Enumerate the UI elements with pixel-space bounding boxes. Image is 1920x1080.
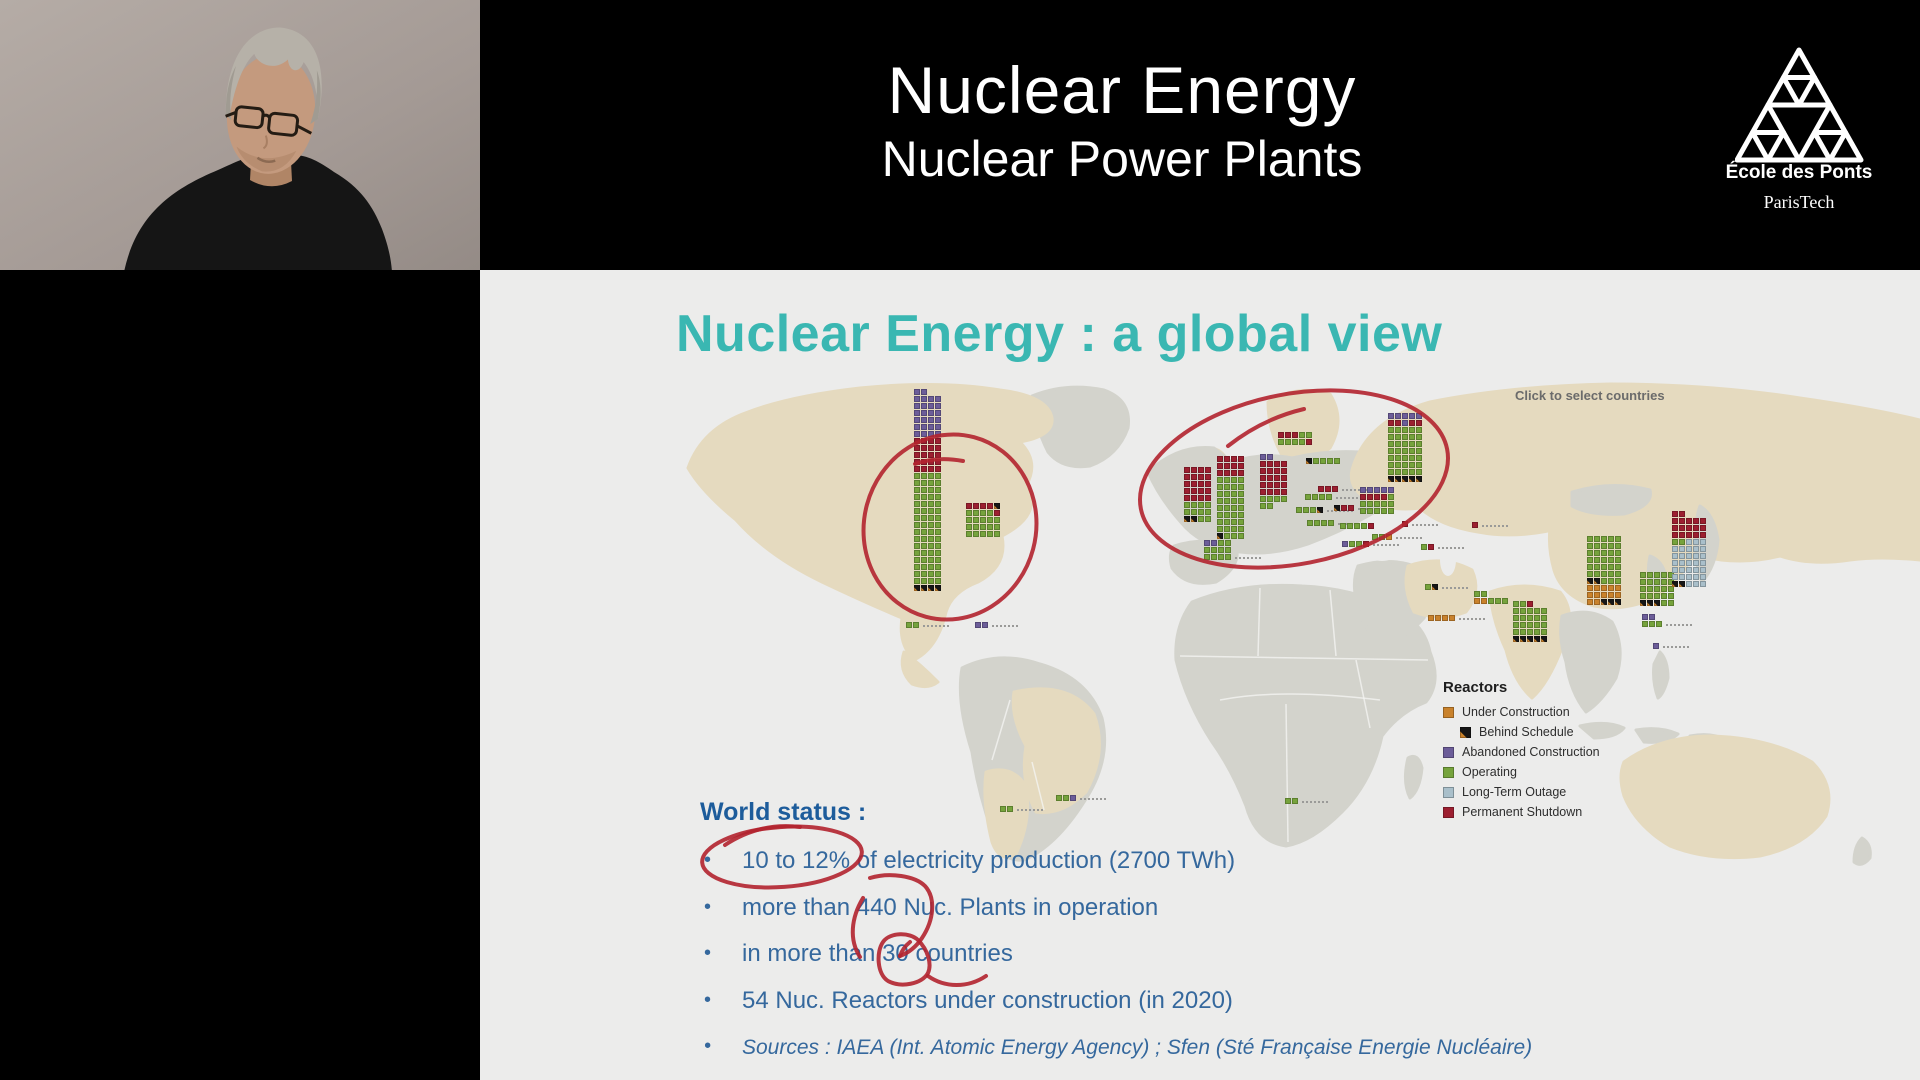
legend-item-permanent-shutdown: Permanent Shutdown <box>1443 802 1600 822</box>
status-bullet-1: • 10 to 12% of electricity production (27… <box>704 847 1235 875</box>
bullet-text: 10 to 12% of electricity production (270… <box>742 847 1236 874</box>
bullet-glyph: • <box>704 942 712 964</box>
status-bullet-2: • more than 440 Nuc. Plants in operation <box>704 894 1158 922</box>
legend-swatch-L <box>1443 786 1454 798</box>
school-logo-name: École des Ponts <box>1725 162 1873 183</box>
bullet-glyph: • <box>704 989 712 1011</box>
legend-label: Permanent Shutdown <box>1462 805 1583 819</box>
legend-swatch-G <box>1443 766 1454 778</box>
legend-label: Behind Schedule <box>1479 725 1574 739</box>
presenter <box>124 27 392 270</box>
bullet-text: more than 440 Nuc. Plants in operation <box>742 894 1159 921</box>
slide-title: Nuclear Energy : a global view <box>676 305 1443 363</box>
legend-item-under-construction: Under Construction <box>1443 702 1600 722</box>
webcam-video <box>0 0 480 270</box>
legend-swatch-R <box>1443 806 1454 818</box>
school-logo-icon <box>1735 47 1864 163</box>
bullet-glyph: • <box>704 849 712 871</box>
map-legend: Reactors Under Construction Behind Schedu… <box>1443 679 1600 822</box>
bullet-glyph: • <box>704 1035 712 1057</box>
map-hint-label: Click to select countries <box>1515 388 1665 403</box>
legend-swatch-O <box>1443 706 1454 718</box>
school-logo-brand: ParisTech <box>1763 192 1835 212</box>
status-bullet-3: • in more than 30 countries <box>704 940 1013 968</box>
presenter-head <box>225 27 322 174</box>
legend-item-long-term-outage: Long-Term Outage <box>1443 782 1600 802</box>
legend-swatch-P <box>1443 746 1454 758</box>
world-status-heading: World status : <box>700 798 867 826</box>
slide <box>480 270 1920 1080</box>
legend-item-operating: Operating <box>1443 762 1600 782</box>
bullet-text: Sources : IAEA (Int. Atomic Energy Agenc… <box>742 1036 1533 1059</box>
lecture-title: Nuclear Energy <box>887 53 1357 127</box>
legend-item-abandoned-construction: Abandoned Construction <box>1443 742 1600 762</box>
lecture-subtitle: Nuclear Power Plants <box>881 131 1363 187</box>
legend-title: Reactors <box>1443 679 1508 696</box>
status-bullet-5: • Sources : IAEA (Int. Atomic Energy Agen… <box>704 1035 1532 1060</box>
bullet-text: 54 Nuc. Reactors under construction (in … <box>742 987 1233 1014</box>
bullet-glyph: • <box>704 896 712 918</box>
legend-label: Under Construction <box>1462 705 1570 719</box>
legend-label: Operating <box>1462 765 1517 779</box>
legend-label: Long-Term Outage <box>1462 785 1567 799</box>
legend-label: Abandoned Construction <box>1462 745 1600 759</box>
legend-swatch-B <box>1460 726 1471 738</box>
legend-item-behind-schedule: Behind Schedule <box>1460 722 1600 742</box>
glasses <box>225 105 313 137</box>
status-bullet-4: • 54 Nuc. Reactors under construction (in… <box>704 987 1233 1015</box>
bullet-text: in more than 30 countries <box>742 940 1013 967</box>
